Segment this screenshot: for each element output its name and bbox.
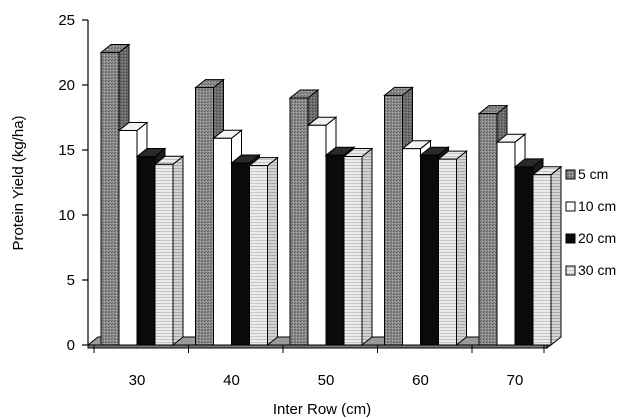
x-axis-label: Inter Row (cm) bbox=[273, 401, 371, 418]
x-tick-label: 50 bbox=[318, 372, 335, 389]
x-tick-label: 40 bbox=[223, 372, 240, 389]
bar bbox=[153, 155, 185, 347]
legend-swatch bbox=[565, 201, 576, 212]
bar bbox=[248, 156, 279, 347]
legend-label: 5 cm bbox=[578, 166, 608, 182]
bar-side bbox=[456, 150, 467, 347]
legend-item: 20 cm bbox=[565, 230, 616, 246]
bar-front bbox=[249, 165, 268, 346]
legend-item: 30 cm bbox=[565, 262, 616, 278]
bar-side bbox=[361, 147, 373, 347]
legend-label: 10 cm bbox=[578, 198, 616, 214]
legend-item: 10 cm bbox=[565, 198, 616, 214]
bar-front bbox=[307, 124, 327, 346]
legend-label: 30 cm bbox=[578, 262, 616, 278]
bar-front bbox=[438, 158, 457, 346]
y-tick-label: 25 bbox=[58, 12, 75, 29]
bar-front bbox=[213, 137, 232, 346]
y-tick-label: 20 bbox=[58, 77, 75, 94]
bar-front bbox=[289, 97, 309, 346]
y-tick-label: 10 bbox=[58, 207, 75, 224]
bar-front bbox=[136, 156, 156, 346]
y-axis-label: Protein Yield (kg/ha) bbox=[10, 115, 27, 250]
bar bbox=[342, 147, 374, 347]
bar-front bbox=[420, 154, 439, 346]
bar-front bbox=[118, 130, 138, 346]
bars bbox=[99, 43, 563, 347]
bar-front bbox=[478, 113, 498, 346]
bar-front bbox=[496, 141, 516, 346]
bar-front bbox=[384, 94, 403, 346]
bar-front bbox=[532, 174, 552, 346]
x-tick-label: 70 bbox=[507, 372, 524, 389]
x-tick-label: 60 bbox=[412, 372, 429, 389]
legend-swatch bbox=[565, 233, 576, 244]
bar-front bbox=[195, 87, 214, 346]
y-tick-label: 15 bbox=[58, 142, 75, 159]
legend: 5 cm 10 cm 20 cm 30 cm bbox=[565, 166, 616, 278]
legend-swatch bbox=[565, 265, 576, 276]
legend-item: 5 cm bbox=[565, 166, 608, 182]
legend-label: 20 cm bbox=[578, 230, 616, 246]
y-axis: 0 5 10 15 20 25 bbox=[58, 12, 89, 354]
bar-side bbox=[267, 156, 278, 347]
y-tick-label: 5 bbox=[67, 272, 75, 289]
x-axis: 30 40 50 60 70 bbox=[93, 345, 545, 389]
bar-front bbox=[402, 148, 421, 346]
bar-side bbox=[172, 155, 184, 347]
bar-front bbox=[154, 163, 174, 346]
x-tick-label: 30 bbox=[129, 372, 146, 389]
bar-front bbox=[343, 156, 363, 346]
bar-front bbox=[514, 166, 534, 346]
bar-front bbox=[100, 52, 120, 346]
bar-front bbox=[325, 154, 345, 346]
bar-front bbox=[231, 162, 250, 346]
y-tick-label: 0 bbox=[67, 337, 75, 354]
bar-side bbox=[550, 165, 562, 347]
bar bbox=[437, 150, 468, 347]
legend-swatch bbox=[565, 169, 576, 180]
bar bbox=[531, 165, 563, 347]
